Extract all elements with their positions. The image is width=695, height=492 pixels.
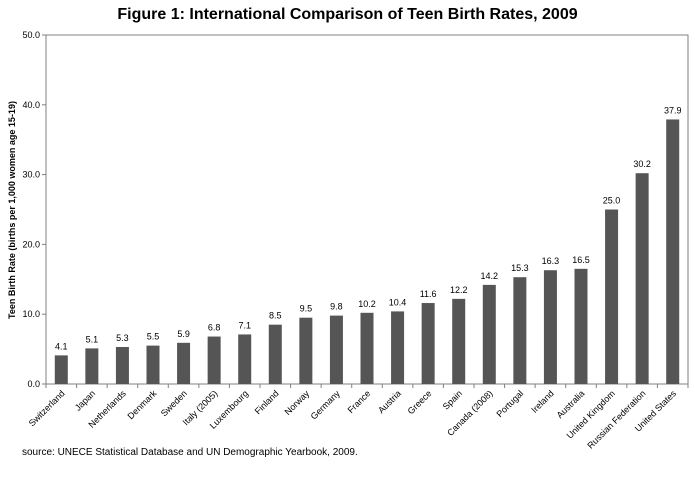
bar (299, 317, 313, 384)
y-axis-label: Teen Birth Rate (births per 1,000 women … (7, 101, 17, 319)
x-tick-label: Spain (441, 388, 464, 411)
x-tick-label: Denmark (126, 388, 159, 421)
bar (482, 284, 496, 384)
data-label: 25.0 (603, 196, 621, 206)
y-tick-label: 20.0 (22, 239, 40, 249)
bar (574, 268, 588, 384)
x-tick-label: Greece (406, 388, 434, 416)
x-tick-label: Sweden (159, 388, 189, 418)
source-note: source: UNECE Statistical Database and U… (22, 447, 358, 458)
y-tick-label: 40.0 (22, 100, 40, 110)
x-tick-label: Switzerland (27, 388, 67, 428)
data-label: 11.6 (420, 289, 437, 299)
x-tick-label: Japan (73, 388, 97, 412)
bar (605, 209, 619, 384)
data-label: 6.8 (208, 323, 221, 333)
data-label: 9.8 (330, 302, 343, 312)
x-tick-label: Ireland (529, 388, 556, 415)
bar (391, 311, 405, 384)
bar (268, 324, 282, 384)
bar (54, 355, 68, 384)
data-label: 10.4 (389, 297, 407, 307)
bar (421, 303, 435, 384)
bar (513, 277, 527, 384)
bar (115, 347, 129, 384)
data-label: 4.1 (55, 341, 68, 351)
data-label: 5.5 (147, 332, 160, 342)
data-label: 12.2 (450, 285, 468, 295)
data-label: 5.9 (177, 329, 190, 339)
bar (207, 336, 221, 384)
data-label: 16.5 (572, 255, 590, 265)
chart-bars (54, 119, 680, 384)
y-tick-label: 0.0 (27, 379, 40, 389)
x-tick-label: Finland (253, 388, 281, 416)
data-label: 10.2 (358, 299, 376, 309)
y-tick-label: 30.0 (22, 170, 40, 180)
bar (177, 342, 191, 384)
x-tick-label: Portugal (494, 388, 525, 419)
chart-title: Figure 1: International Comparison of Te… (117, 6, 578, 23)
x-tick-label: Germany (309, 388, 343, 422)
data-label: 8.5 (269, 311, 282, 321)
bar (329, 315, 343, 384)
x-tick-label: France (346, 388, 373, 415)
y-tick-label: 10.0 (22, 309, 40, 319)
data-label: 30.2 (633, 159, 651, 169)
x-tick-label: Austria (376, 388, 403, 415)
data-label: 14.2 (481, 271, 499, 281)
data-label: 7.1 (238, 320, 251, 330)
bar (146, 345, 160, 384)
data-label: 15.3 (511, 263, 529, 273)
data-label: 5.1 (86, 334, 99, 344)
x-tick-label: Russian Federation (585, 388, 647, 450)
bar (452, 298, 466, 384)
bar (543, 270, 557, 384)
data-label: 9.5 (300, 304, 313, 314)
y-tick-label: 50.0 (22, 30, 40, 40)
x-tick-label: Norway (283, 388, 312, 417)
chart-data-labels: 4.1 5.1 5.3 5.5 5.9 6.8 7.1 8.5 9.5 9.8 10.2 10.4 11… (55, 105, 681, 351)
bar (85, 348, 99, 384)
chart-y-ticks: 0.0 10.0 20.0 30.0 40.0 50.0 (22, 30, 46, 389)
bar (238, 334, 252, 384)
bar (666, 119, 680, 384)
bar (360, 312, 374, 384)
data-label: 16.3 (542, 256, 560, 266)
data-label: 37.9 (664, 105, 682, 115)
data-label: 5.3 (116, 333, 129, 343)
bar (635, 173, 649, 384)
